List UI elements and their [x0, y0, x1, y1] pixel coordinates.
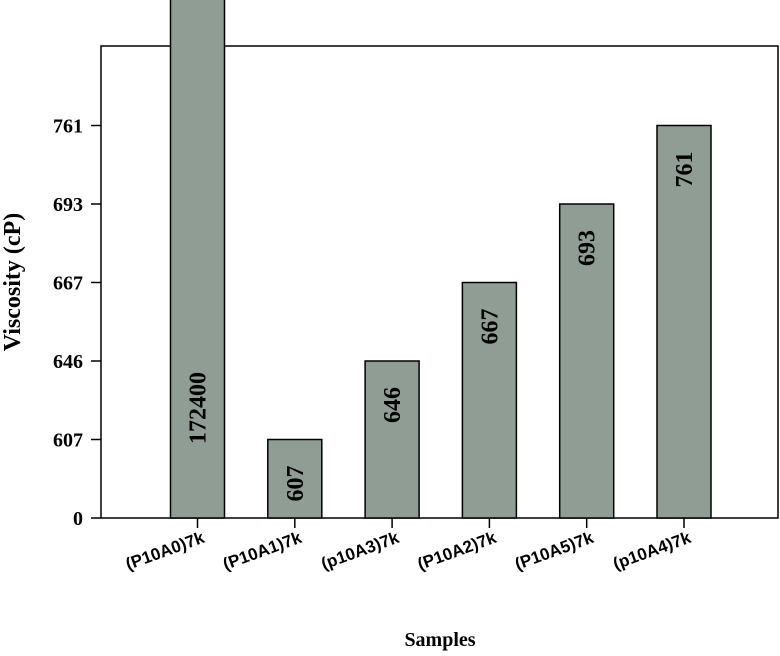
- y-tick-label: 0: [73, 508, 83, 530]
- y-tick-label: 607: [53, 430, 83, 452]
- x-tick-label: (P10A0)7k: [123, 528, 207, 574]
- x-tick-label: (P10A5)7k: [512, 528, 596, 574]
- bar: [364, 360, 420, 519]
- x-tick-label: (P10A2)7k: [415, 528, 499, 574]
- y-tick-label: 693: [53, 194, 83, 216]
- bar: [558, 203, 615, 519]
- bar-data-label: 607: [283, 466, 309, 502]
- bar: [267, 438, 323, 519]
- y-axis-ticks: 0 607 646 667 693 761: [53, 116, 101, 530]
- x-tick-label: (p10A3)7k: [319, 528, 402, 574]
- y-tick-label: 646: [53, 351, 83, 373]
- y-axis-title: Viscosity (cP): [0, 213, 26, 351]
- x-tick-label: (p10A4)7k: [611, 528, 694, 574]
- bar-data-label: 172400: [186, 372, 212, 444]
- x-axis-title: Samples: [404, 629, 475, 651]
- bar: [656, 124, 712, 519]
- x-axis-ticks: (P10A0)7k (P10A1)7k (p10A3)7k (P10A2)7k (P10…: [123, 518, 694, 574]
- bar-data-label: 693: [575, 230, 601, 266]
- bars-group: 172400 607 646 667 693 761: [169, 0, 712, 519]
- bar-data-label: 646: [380, 387, 406, 423]
- y-tick-label: 667: [53, 273, 83, 295]
- bar-data-label: 667: [477, 309, 503, 345]
- y-tick-label: 761: [53, 116, 83, 138]
- bar-data-label: 761: [672, 152, 698, 188]
- x-tick-label: (P10A1)7k: [220, 528, 304, 574]
